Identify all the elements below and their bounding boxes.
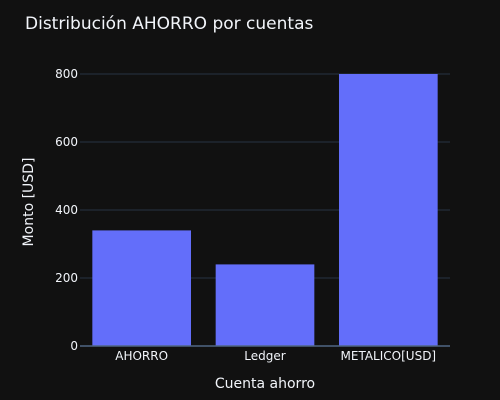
- bars: [92, 74, 438, 346]
- y-axis-title: Monto [USD]: [21, 158, 37, 247]
- y-tick-label: 400: [55, 203, 78, 217]
- y-tick-label: 0: [70, 339, 78, 353]
- x-tick-label: AHORRO: [115, 349, 168, 363]
- y-tick-label: 200: [55, 271, 78, 285]
- y-tick-label: 600: [55, 135, 78, 149]
- x-tick-labels: AHORRO Ledger METALICO[USD]: [115, 349, 436, 363]
- x-tick-label: Ledger: [244, 349, 285, 363]
- bar-ledger[interactable]: [215, 264, 315, 346]
- bar-metalico-usd[interactable]: [339, 74, 438, 346]
- bar-ahorro[interactable]: [92, 230, 191, 346]
- x-tick-label: METALICO[USD]: [341, 349, 437, 363]
- x-axis-title: Cuenta ahorro: [215, 376, 315, 392]
- y-tick-label: 800: [55, 67, 78, 81]
- y-tick-labels: 0 200 400 600 800: [55, 67, 78, 353]
- chart-title: Distribución AHORRO por cuentas: [25, 14, 313, 34]
